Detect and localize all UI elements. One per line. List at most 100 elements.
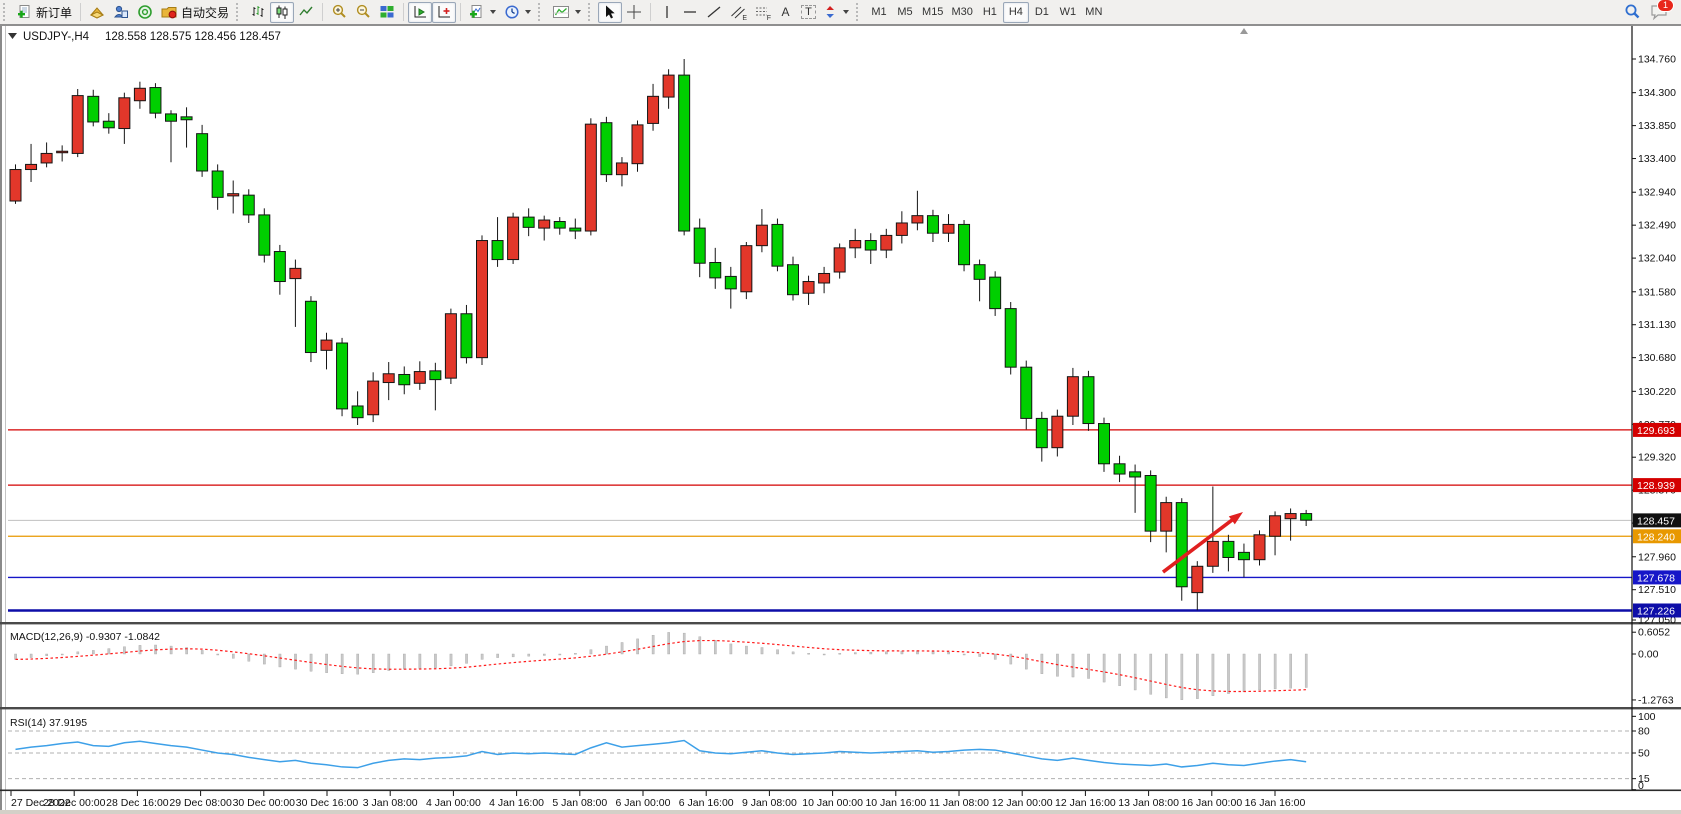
channel-icon: E (730, 4, 747, 22)
macd-histogram-bar (92, 650, 95, 655)
macd-histogram-bar (1196, 653, 1199, 699)
macd-histogram-bar (356, 653, 360, 675)
macd-histogram-bar (1087, 653, 1090, 679)
date-axis-label: 6 Jan 16:00 (679, 797, 734, 809)
periods-button[interactable] (500, 2, 535, 23)
date-axis-label: 6 Jan 00:00 (616, 797, 671, 809)
macd-histogram-bar (620, 642, 624, 655)
chart-canvas[interactable]: 0.6052 0.00 -1.2763 MACD(12,26,9) -0.9307 -… (0, 26, 1681, 814)
autotrading-icon (161, 4, 178, 20)
cursor-tool-button[interactable] (598, 1, 623, 23)
macd-histogram-bar (387, 653, 391, 671)
price-badge[interactable] (1633, 570, 1681, 585)
text-tool-button[interactable]: A (774, 2, 797, 23)
timeframe-button-w1[interactable]: W1 (1055, 2, 1081, 23)
date-axis-label: 9 Jan 08:00 (742, 797, 797, 809)
panel-separator[interactable] (0, 622, 1681, 625)
candle-bullish (833, 247, 846, 273)
macd-histogram-bar (325, 653, 328, 673)
macd-histogram-bar (403, 653, 406, 670)
candle-bullish (118, 97, 131, 130)
trendline-tool-button[interactable] (702, 2, 726, 23)
new-order-button[interactable]: 新订单 (13, 2, 76, 23)
terminal-button[interactable] (133, 2, 157, 23)
candle-bearish (398, 373, 411, 386)
toolbar-grip[interactable] (856, 3, 863, 21)
template-button[interactable] (548, 2, 585, 23)
panel-separator (0, 789, 1681, 792)
macd-histogram-bar (29, 653, 33, 658)
candle-bearish (1035, 417, 1048, 449)
arrows-tool-button[interactable] (820, 2, 853, 23)
chart-shift-button[interactable] (432, 1, 457, 23)
macd-histogram-bar (776, 649, 779, 655)
text-label-tool-button[interactable]: T (797, 2, 820, 23)
search-button[interactable] (1619, 2, 1645, 23)
line-chart-icon (298, 4, 314, 20)
toolbar-grip[interactable] (3, 3, 10, 21)
crosshair-tool-button[interactable] (622, 2, 646, 23)
line-chart-button[interactable] (294, 2, 318, 23)
candle-bullish (849, 240, 862, 249)
date-axis-label: 5 Jan 08:00 (552, 797, 607, 809)
macd-histogram-bar (605, 645, 608, 655)
macd-histogram-bar (1227, 653, 1230, 694)
chart-plot-area[interactable] (8, 44, 1632, 622)
notifications-button[interactable]: 1 (1645, 0, 1674, 23)
price-badge[interactable] (1633, 513, 1681, 528)
trend-arrow-head[interactable] (1228, 512, 1243, 525)
window-left-border (0, 26, 2, 814)
price-axis-label: 131.130 (1638, 319, 1676, 331)
price-badge[interactable] (1633, 603, 1681, 618)
candle-bullish (320, 339, 333, 351)
autotrading-button[interactable]: 自动交易 (157, 2, 233, 23)
date-axis-label: 16 Jan 00:00 (1181, 797, 1242, 809)
vertical-line-tool-button[interactable] (655, 2, 678, 23)
macd-histogram-bar (45, 653, 48, 656)
macd-signal-line (15, 639, 1307, 693)
zoom-out-button[interactable] (351, 2, 375, 23)
indicators-icon (469, 4, 485, 20)
trend-arrow[interactable] (1161, 518, 1234, 574)
timeframe-button-h4[interactable]: H4 (1002, 1, 1029, 23)
timeframe-button-m15[interactable]: M15 (918, 2, 947, 23)
toolbar-grip[interactable] (236, 3, 243, 21)
price-badge[interactable] (1633, 422, 1681, 437)
zoom-in-button[interactable] (327, 2, 351, 23)
tile-windows-button[interactable] (375, 2, 399, 23)
market-watch-button[interactable] (85, 2, 109, 23)
candle-bearish (1300, 513, 1313, 521)
timeframe-button-h1[interactable]: H1 (977, 2, 1003, 23)
candle-bearish (1222, 540, 1235, 558)
panel-separator[interactable] (0, 707, 1681, 710)
navigator-button[interactable] (109, 2, 133, 23)
timeframe-button-m30[interactable]: M30 (947, 2, 976, 23)
timeframe-button-m5[interactable]: M5 (892, 2, 918, 23)
macd-histogram-bar (760, 647, 764, 655)
indicators-button[interactable] (465, 2, 500, 23)
timeframe-button-m1[interactable]: M1 (866, 2, 892, 23)
price-badge[interactable] (1633, 478, 1681, 493)
candle-bullish (1051, 415, 1064, 449)
bottom-scroll-strip[interactable] (0, 810, 1681, 814)
macd-histogram-bar (14, 653, 17, 660)
candle-bullish (647, 95, 660, 124)
toolbar-grip[interactable] (538, 3, 545, 21)
macd-histogram-bar (340, 653, 344, 674)
price-badge[interactable] (1633, 529, 1681, 544)
candlestick-chart-button[interactable] (270, 1, 295, 23)
price-axis-label: 134.760 (1638, 54, 1676, 66)
scroll-anchor-icon[interactable] (1240, 28, 1248, 34)
timeframe-button-mn[interactable]: MN (1081, 2, 1107, 23)
chart-menu-icon[interactable] (8, 33, 17, 39)
price-axis-label: 127.510 (1638, 584, 1676, 596)
bar-chart-button[interactable] (246, 2, 270, 23)
auto-scroll-button[interactable] (408, 1, 433, 23)
candle-bullish (1269, 515, 1282, 537)
toolbar-grip[interactable] (588, 3, 595, 21)
equidistant-channel-tool-button[interactable]: E (726, 2, 750, 23)
macd-histogram-bar (138, 645, 142, 655)
fibonacci-tool-button[interactable]: F (750, 2, 774, 23)
timeframe-button-d1[interactable]: D1 (1029, 2, 1055, 23)
horizontal-line-tool-button[interactable] (678, 2, 702, 23)
